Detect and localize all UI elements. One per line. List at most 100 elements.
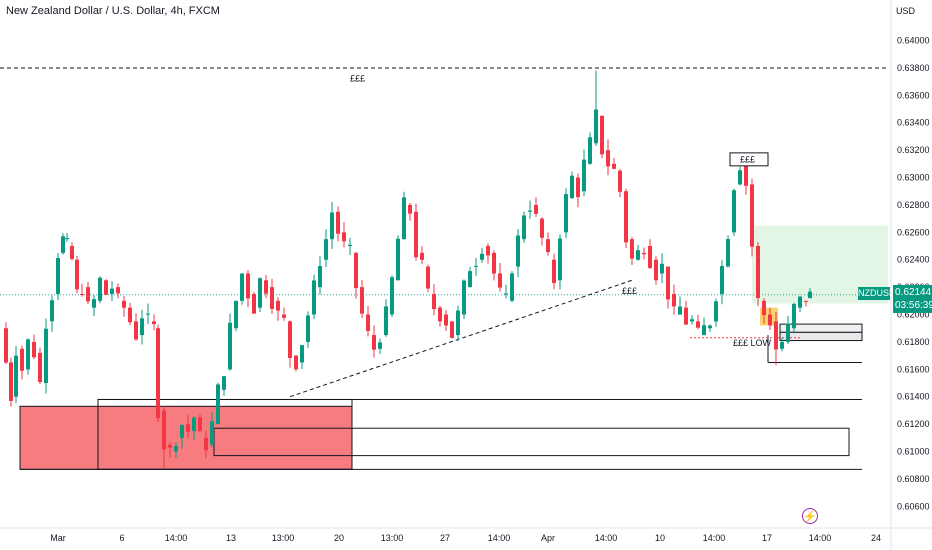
x-tick-label: 13:00: [272, 533, 295, 543]
y-tick-label: 0.63600: [897, 90, 930, 100]
candle-body: [768, 314, 772, 326]
lightning-icon[interactable]: ⚡: [802, 508, 818, 524]
candle-body: [92, 299, 96, 308]
candle-body: [360, 287, 364, 314]
candle-body: [540, 218, 544, 238]
candle-body: [65, 238, 69, 240]
x-tick-label: 6: [119, 533, 124, 543]
candle-body: [570, 175, 574, 199]
candle-body: [312, 280, 316, 315]
currency-label: USD: [896, 6, 916, 16]
candle-body: [390, 277, 394, 315]
candle-body: [774, 321, 778, 350]
candle-body: [696, 321, 700, 328]
candle-body: [660, 263, 664, 274]
candle-body: [420, 252, 424, 260]
candle-body: [678, 306, 682, 315]
candle-body: [714, 301, 718, 322]
candle-body: [492, 252, 496, 274]
candle-body: [414, 211, 418, 258]
candle-body: [564, 194, 568, 233]
annotation-trendline: £££: [622, 286, 637, 296]
y-tick-label: 0.62400: [897, 255, 930, 265]
candle-body: [498, 273, 502, 288]
candle-body: [684, 307, 688, 325]
candle-body: [146, 313, 150, 315]
candle-body: [798, 296, 802, 308]
candle-body: [510, 273, 514, 301]
candle-body: [276, 300, 280, 311]
y-tick-label: 0.63000: [897, 173, 930, 183]
candle-body: [198, 417, 202, 432]
annotation-low: £££ LOW: [733, 338, 772, 348]
candle-body: [162, 410, 166, 450]
candle-body: [516, 235, 520, 267]
candle-body: [486, 246, 490, 256]
chart-title: New Zealand Dollar / U.S. Dollar, 4h, FX…: [6, 5, 220, 17]
candle-body: [750, 184, 754, 247]
candle-body: [756, 246, 760, 298]
y-tick-label: 0.63400: [897, 118, 930, 128]
candle-body: [708, 325, 712, 329]
candle-body: [426, 266, 430, 289]
y-tick-label: 0.61600: [897, 364, 930, 374]
x-tick-label: 20: [334, 533, 344, 543]
candle-body: [330, 212, 334, 240]
x-tick-label: Apr: [541, 533, 555, 543]
y-tick-label: 0.63800: [897, 63, 930, 73]
candle-body: [14, 355, 18, 397]
candle-body: [70, 246, 74, 259]
x-tick-label: 14:00: [809, 533, 832, 543]
candle-body: [552, 259, 556, 283]
y-tick-label: 0.61800: [897, 337, 930, 347]
y-tick-label: 0.64000: [897, 36, 930, 46]
x-tick-label: 24: [871, 533, 881, 543]
y-tick-label: 0.63200: [897, 145, 930, 155]
x-tick-label: 14:00: [595, 533, 618, 543]
candle-body: [186, 424, 190, 432]
candle-body: [32, 341, 36, 358]
candle-body: [450, 321, 454, 338]
y-tick-label: 0.62800: [897, 200, 930, 210]
swing-high-box: [729, 152, 769, 167]
candle-body: [744, 163, 748, 186]
candle-body: [612, 163, 616, 169]
candle-body: [44, 328, 48, 384]
candle-body: [240, 273, 244, 301]
candle-body: [98, 277, 102, 301]
candle-body: [648, 246, 652, 268]
candle-body: [732, 190, 736, 233]
candle-body: [318, 265, 322, 288]
candle-body: [258, 278, 262, 308]
candle-body: [720, 266, 724, 294]
candle-body: [180, 425, 184, 438]
candle-body: [558, 238, 562, 281]
candle-body: [122, 300, 126, 308]
candle-body: [152, 321, 156, 325]
candle-body: [780, 341, 784, 349]
red-zone: [19, 405, 353, 470]
candle-body: [104, 280, 108, 295]
candle-body: [354, 252, 358, 289]
candle-body: [606, 150, 610, 167]
candle-body: [726, 239, 730, 267]
trendline: [289, 279, 633, 398]
candle-body: [210, 421, 214, 445]
candle-body: [174, 445, 178, 452]
candle-body: [282, 314, 286, 318]
candle-body: [546, 239, 550, 253]
candle-body: [384, 306, 388, 336]
candle-body: [156, 328, 160, 419]
candle-body: [342, 232, 346, 242]
candle-body: [702, 325, 706, 336]
candle-body: [9, 362, 13, 401]
last-price: 0.62144: [895, 287, 932, 298]
candle-body: [642, 252, 646, 255]
annotation-swing-high: £££: [740, 154, 755, 164]
candle-body: [110, 288, 114, 294]
candle-body: [462, 280, 466, 315]
x-tick-label: 13:00: [381, 533, 404, 543]
symbol-badge: NZDUSD: [858, 287, 896, 300]
grey-box: [779, 331, 863, 342]
